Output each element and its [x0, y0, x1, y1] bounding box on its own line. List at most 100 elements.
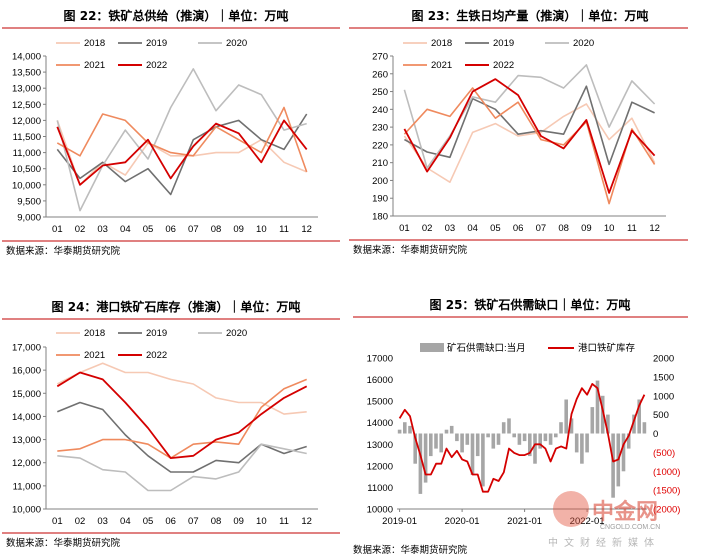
legend-label-2019: 2019: [493, 38, 514, 49]
gap-bar: [512, 433, 516, 438]
x-tick-label: 01: [52, 224, 63, 235]
gap-bar: [449, 425, 454, 434]
x-tick-label: 04: [120, 224, 131, 235]
gap-bar: [548, 433, 553, 445]
series-line-2020: [57, 443, 307, 492]
y-tick-label: 9,000: [17, 213, 41, 224]
y-tick-label: 17,000: [12, 343, 41, 354]
y-tick-label: 270: [372, 52, 388, 63]
chart-title: 图 24：港口铁矿石库存（推演）｜单位：万吨: [52, 299, 301, 314]
series-line-2022: [56, 371, 308, 460]
x-tick-label: 11: [279, 516, 289, 527]
chart-total-supply: 图 22：铁矿总供给（推演）｜单位：万吨 9,000 9,500 10,000 10,5…: [2, 8, 340, 257]
legend-label-2021: 2021: [84, 350, 105, 361]
x-tick-label: 07: [188, 224, 199, 235]
x-tick-label: 05: [143, 224, 154, 235]
legend-label-2019: 2019: [146, 328, 167, 339]
y-tick-label: 10,500: [12, 164, 41, 175]
watermark-emblem-icon: [553, 491, 589, 527]
right-y-tick-label: 0: [653, 429, 658, 440]
x-tick-label: 12: [301, 224, 312, 235]
gap-bar: [496, 433, 501, 445]
gap-bar: [543, 433, 548, 442]
y-tick-label: 15,000: [12, 389, 41, 400]
gap-bar: [403, 422, 407, 434]
series-line-2022: [56, 119, 308, 186]
right-y-tick-label: 1500: [653, 372, 674, 383]
data-source-note: 数据来源：华泰期货研究院: [353, 544, 468, 556]
x-tick-label: 08: [558, 223, 569, 234]
legend-label-2022: 2022: [146, 350, 167, 361]
y-tick-label: 240: [372, 105, 388, 116]
legend-label-2019: 2019: [146, 38, 167, 49]
legend-label-2021: 2021: [84, 60, 105, 71]
x-tick-label: 03: [97, 516, 108, 527]
gap-bar: [574, 433, 579, 453]
gap-bar: [439, 433, 443, 453]
x-tick-label: 01: [52, 516, 63, 527]
legend-label-2021: 2021: [431, 60, 452, 71]
legend-label-2020: 2020: [226, 38, 247, 49]
data-source-note: 数据来源：华泰期货研究院: [6, 537, 121, 549]
y-tick-label: 190: [372, 194, 388, 205]
gap-bar: [507, 418, 511, 434]
series-line-2020: [403, 64, 656, 169]
right-y-tick-label: (2000): [653, 505, 680, 516]
gap-bar: [559, 422, 563, 434]
chart-title: 图 23：生铁日均产量（推演）｜单位：万吨: [412, 8, 649, 23]
series-line-2022: [403, 78, 656, 194]
series-line-2019: [404, 85, 655, 166]
y-tick-label: 13,500: [12, 68, 41, 79]
x-tick-label: 09: [233, 516, 244, 527]
gap-bar: [590, 407, 595, 434]
legend-label-2020: 2020: [573, 38, 594, 49]
x-tick-label: 08: [211, 516, 222, 527]
gap-bar: [434, 433, 438, 449]
y-tick-label: 11,500: [13, 132, 41, 143]
x-tick-label: 06: [165, 516, 176, 527]
x-tick-label: 04: [120, 516, 131, 527]
y-tick-label: 13,000: [12, 84, 41, 95]
left-y-tick-label: 15000: [367, 397, 393, 408]
gap-bar: [637, 399, 641, 434]
x-tick-label: 05: [490, 223, 501, 234]
y-tick-label: 10,000: [12, 505, 41, 516]
gap-bar: [522, 433, 527, 442]
gap-bar: [408, 425, 412, 434]
left-y-tick-label: 17000: [367, 354, 393, 365]
legend-label-gap: 矿石供需缺口:当月: [447, 342, 526, 354]
inventory-line: [398, 382, 646, 493]
gap-bar: [486, 433, 490, 438]
x-tick-label: 01: [399, 223, 410, 234]
y-tick-label: 220: [372, 140, 388, 151]
y-tick-label: 11,000: [13, 148, 41, 159]
gap-bar: [465, 433, 470, 445]
chart-title: 图 25：铁矿石供需缺口｜单位：万吨: [430, 297, 631, 312]
series-line-2020: [56, 68, 307, 212]
watermark-logo: 中金网 CNGOLD.COM.CN 中文财经新媒体: [548, 491, 660, 549]
gap-bar: [569, 418, 574, 434]
right-y-tick-label: (1000): [653, 467, 680, 478]
x-tick-label: 07: [188, 516, 199, 527]
gap-bar: [538, 433, 542, 449]
watermark-sub-text: CNGOLD.COM.CN: [600, 524, 660, 531]
series-line-2021: [403, 87, 656, 205]
x-tick-label: 06: [165, 224, 176, 235]
y-tick-label: 12,000: [12, 116, 41, 127]
gap-bar: [444, 429, 449, 434]
gap-bar: [517, 433, 522, 445]
gap-bar: [564, 399, 568, 434]
gap-bar: [423, 433, 428, 483]
data-source-note: 数据来源：华泰期货研究院: [6, 245, 121, 257]
gap-bar: [528, 433, 532, 457]
y-tick-label: 14,000: [12, 412, 41, 423]
gap-bar: [481, 433, 485, 487]
watermark-main-text: 中金网: [592, 499, 658, 525]
x-tick-label: 05: [143, 516, 154, 527]
gap-bar: [470, 433, 475, 475]
gap-bar: [397, 429, 402, 434]
y-tick-label: 10,000: [12, 180, 41, 191]
gap-bar: [460, 433, 464, 453]
